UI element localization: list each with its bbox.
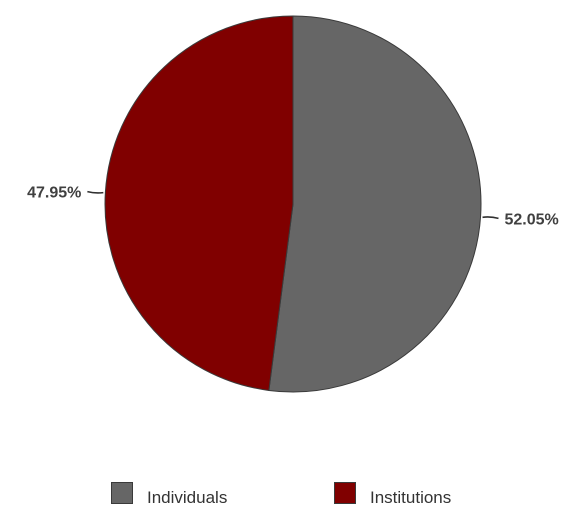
legend-item-individuals: Individuals <box>111 478 227 508</box>
legend-swatch-institutions <box>334 482 356 504</box>
legend-label-individuals: Individuals <box>147 488 228 507</box>
legend-item-institutions: Institutions <box>334 478 451 508</box>
leader-line-institutions <box>87 190 104 194</box>
pie-slice-institutions <box>104 15 294 392</box>
data-label-institutions: 47.95% <box>27 185 81 202</box>
legend: Individuals Institutions <box>0 478 571 514</box>
pie-plot-area: 52.05% 47.95% <box>27 15 559 393</box>
pie-slices <box>104 15 482 393</box>
legend-label-institutions: Institutions <box>370 488 452 507</box>
pie-data-labels: 52.05% 47.95% <box>27 185 559 229</box>
data-label-individuals: 52.05% <box>504 211 558 228</box>
leader-line-individuals <box>482 216 499 220</box>
pie-slice-individuals <box>268 15 482 393</box>
legend-swatch-individuals <box>111 482 133 504</box>
